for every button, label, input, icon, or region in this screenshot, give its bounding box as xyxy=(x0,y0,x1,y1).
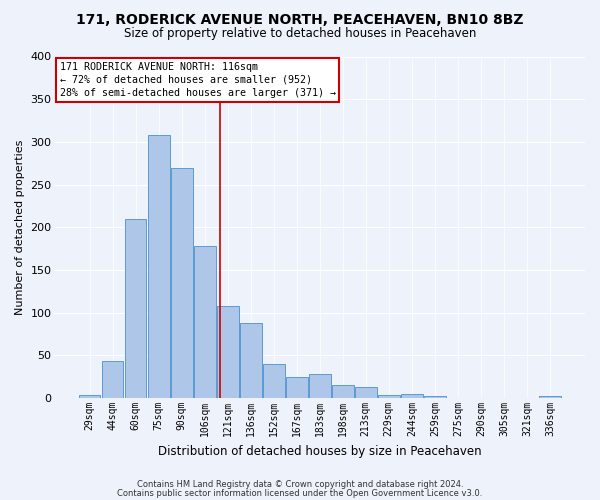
Bar xyxy=(332,386,353,398)
Text: Contains HM Land Registry data © Crown copyright and database right 2024.: Contains HM Land Registry data © Crown c… xyxy=(137,480,463,489)
X-axis label: Distribution of detached houses by size in Peacehaven: Distribution of detached houses by size … xyxy=(158,444,482,458)
Bar xyxy=(194,246,215,398)
Bar xyxy=(424,396,446,398)
Text: 171 RODERICK AVENUE NORTH: 116sqm
← 72% of detached houses are smaller (952)
28%: 171 RODERICK AVENUE NORTH: 116sqm ← 72% … xyxy=(60,62,336,98)
Bar xyxy=(79,394,100,398)
Bar xyxy=(539,396,561,398)
Text: Contains public sector information licensed under the Open Government Licence v3: Contains public sector information licen… xyxy=(118,489,482,498)
Bar xyxy=(148,135,170,398)
Bar xyxy=(378,394,400,398)
Bar xyxy=(217,306,239,398)
Bar xyxy=(309,374,331,398)
Y-axis label: Number of detached properties: Number of detached properties xyxy=(15,140,25,315)
Bar xyxy=(401,394,423,398)
Bar xyxy=(101,362,124,398)
Bar xyxy=(125,219,146,398)
Bar xyxy=(170,168,193,398)
Bar xyxy=(355,387,377,398)
Text: Size of property relative to detached houses in Peacehaven: Size of property relative to detached ho… xyxy=(124,28,476,40)
Bar xyxy=(240,323,262,398)
Text: 171, RODERICK AVENUE NORTH, PEACEHAVEN, BN10 8BZ: 171, RODERICK AVENUE NORTH, PEACEHAVEN, … xyxy=(76,12,524,26)
Bar xyxy=(263,364,284,398)
Bar xyxy=(286,377,308,398)
